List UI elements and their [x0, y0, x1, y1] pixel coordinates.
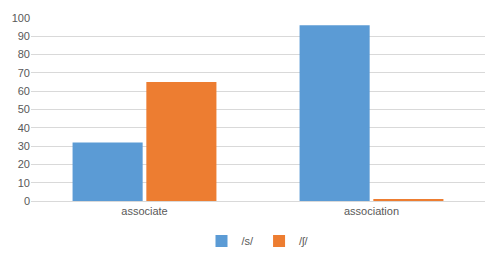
svg-text:10: 10 [18, 177, 30, 189]
svg-text:associate: associate [121, 205, 167, 217]
svg-text:60: 60 [18, 85, 30, 97]
svg-text:40: 40 [18, 122, 30, 134]
svg-text:90: 90 [18, 30, 30, 42]
svg-text:20: 20 [18, 158, 30, 170]
svg-text:/s/: /s/ [242, 235, 255, 247]
svg-text:association: association [344, 205, 399, 217]
svg-text:70: 70 [18, 67, 30, 79]
svg-text:50: 50 [18, 103, 30, 115]
svg-text:80: 80 [18, 48, 30, 60]
svg-text:0: 0 [24, 195, 30, 207]
svg-text:100: 100 [12, 12, 30, 24]
svg-text:/ʃ/: /ʃ/ [299, 235, 309, 247]
svg-text:30: 30 [18, 140, 30, 152]
